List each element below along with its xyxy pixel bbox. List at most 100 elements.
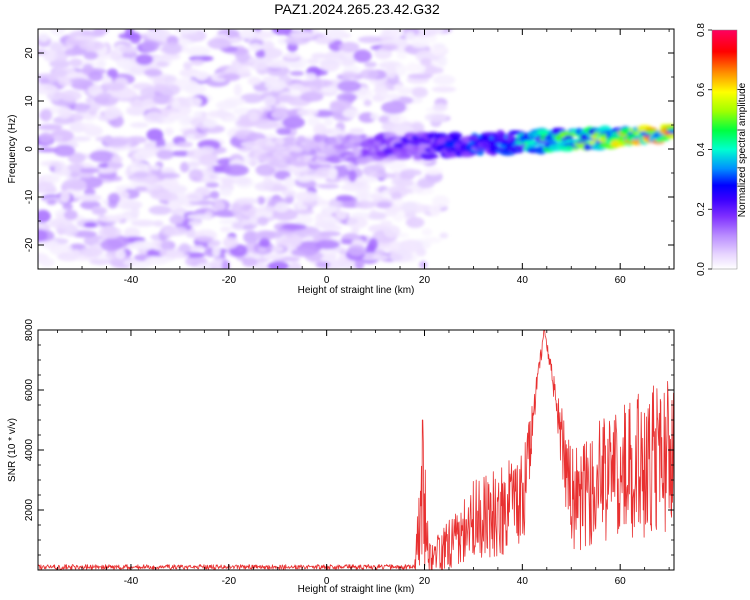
spectrogram-noise-patch bbox=[106, 68, 118, 78]
spectrogram-noise-patch bbox=[329, 99, 353, 109]
spectrogram-noise-patch bbox=[258, 230, 283, 239]
spectrogram-noise-patch bbox=[323, 118, 334, 127]
spectrogram-noise-patch bbox=[160, 53, 181, 61]
spectrogram-noise-patch bbox=[346, 216, 368, 229]
spectrogram-noise-patch bbox=[438, 55, 448, 67]
spectrogram-noise-patch bbox=[183, 61, 193, 70]
spectrogram-noise-patch bbox=[368, 238, 378, 251]
spectrogram-noise-patch bbox=[326, 30, 345, 41]
spectrogram-noise-patch bbox=[233, 83, 242, 97]
spectrogram-noise-patch bbox=[115, 185, 142, 191]
spectrogram-noise-patch bbox=[234, 197, 260, 205]
spectrogram-noise-patch bbox=[212, 244, 221, 258]
spectrogram-noise-patch bbox=[342, 108, 360, 119]
spectrogram-noise-patch bbox=[255, 48, 266, 59]
spectrogram-noise-patch bbox=[220, 226, 232, 233]
spectrogram-noise-patch bbox=[289, 70, 305, 76]
spectrogram-ridge-patch bbox=[355, 157, 370, 165]
spectrogram-noise-patch bbox=[355, 189, 372, 202]
spectrogram-noise-patch bbox=[153, 83, 167, 93]
spectrogram-noise-patch bbox=[296, 108, 319, 117]
spectrogram-noise-patch bbox=[168, 200, 180, 210]
spectrogram-noise-patch bbox=[386, 29, 404, 36]
spectrogram-noise-patch bbox=[69, 58, 83, 67]
spectrogram-noise-patch bbox=[54, 164, 70, 176]
spectrogram-x-axis-label: Height of straight line (km) bbox=[298, 285, 415, 296]
spectrogram-noise-patch bbox=[53, 135, 63, 143]
spectrogram-noise-patch bbox=[212, 200, 225, 213]
spectrogram-noise-patch bbox=[176, 29, 198, 35]
spectrogram-field bbox=[38, 29, 674, 269]
spectrogram-ridge-patch bbox=[666, 129, 674, 134]
spectrogram-noise-patch bbox=[257, 246, 267, 253]
spectrogram-noise-patch bbox=[433, 43, 446, 49]
spectrogram-noise-patch bbox=[38, 209, 51, 223]
ridge-layer bbox=[248, 123, 674, 169]
spectrogram-noise-patch bbox=[163, 226, 189, 236]
spectrogram-noise-patch bbox=[381, 29, 391, 37]
spectrogram-noise-patch bbox=[103, 82, 126, 92]
spectrogram-noise-patch bbox=[69, 77, 87, 84]
spectrogram-noise-patch bbox=[249, 42, 262, 52]
spectrogram-noise-patch bbox=[144, 256, 169, 266]
spectrogram-noise-patch bbox=[363, 99, 372, 107]
spectrogram-noise-patch bbox=[424, 112, 448, 122]
spectrogram-noise-patch bbox=[38, 229, 48, 243]
spectrogram-noise-patch bbox=[38, 123, 63, 131]
chart-title: PAZ1.2024.265.23.42.G32 bbox=[274, 1, 440, 17]
spectrogram-noise-patch bbox=[48, 218, 73, 229]
spectrogram-noise-patch bbox=[385, 66, 397, 79]
spectrogram-noise-patch bbox=[317, 231, 341, 237]
spectrogram-noise-patch bbox=[328, 167, 338, 180]
colorbar-tick-label: 0.2 bbox=[696, 202, 707, 216]
snr-y-ticks: 2000 4000 6000 8000 bbox=[24, 318, 674, 571]
spectrogram-noise-patch bbox=[105, 249, 119, 260]
spectrogram-noise-patch bbox=[70, 136, 91, 142]
spectrogram-noise-patch bbox=[62, 203, 73, 211]
spectrogram-noise-patch bbox=[222, 236, 239, 249]
spectrogram-ridge-patch bbox=[452, 134, 460, 143]
spectrogram-noise-patch bbox=[83, 222, 98, 228]
spectrogram-noise-patch bbox=[381, 101, 407, 114]
spectrogram-noise-patch bbox=[133, 170, 149, 179]
snr-x-tick-label: 40 bbox=[517, 576, 529, 587]
spectrogram-noise-patch bbox=[129, 161, 150, 175]
spectrogram-noise-patch bbox=[119, 45, 139, 54]
spectrogram-noise-patch bbox=[253, 211, 276, 218]
spectrogram-x-tick-label: 40 bbox=[517, 275, 529, 286]
spectrogram-noise-patch bbox=[187, 161, 201, 168]
spectrogram-noise-patch bbox=[321, 205, 339, 213]
spectrogram-noise-patch bbox=[100, 238, 123, 252]
spectrogram-noise-patch bbox=[265, 253, 285, 260]
spectrogram-y-tick-label: -10 bbox=[24, 189, 35, 204]
spectrogram-noise-patch bbox=[395, 178, 414, 187]
spectrogram-noise-patch bbox=[185, 46, 211, 57]
spectrogram-noise-patch bbox=[49, 59, 71, 69]
spectrogram-noise-patch bbox=[57, 76, 74, 87]
spectrogram-noise-patch bbox=[372, 172, 396, 179]
spectrogram-noise-patch bbox=[283, 176, 296, 189]
spectrogram-noise-patch bbox=[394, 64, 407, 76]
spectrogram-noise-patch bbox=[432, 103, 448, 112]
spectrogram-noise-patch bbox=[439, 232, 449, 239]
spectrogram-noise-patch bbox=[164, 127, 174, 136]
spectrogram-noise-patch bbox=[228, 37, 242, 43]
spectrogram-noise-patch bbox=[200, 146, 215, 154]
spectrogram-noise-patch bbox=[92, 208, 106, 215]
spectrogram-noise-patch bbox=[68, 181, 86, 191]
snr-y-tick-label: 6000 bbox=[24, 378, 35, 401]
colorbar-label: Normalized spectral amplitude bbox=[737, 82, 748, 217]
spectrogram-noise-patch bbox=[263, 95, 277, 107]
spectrogram-noise-patch bbox=[160, 240, 176, 251]
spectrogram-noise-patch bbox=[300, 91, 324, 102]
spectrogram-noise-patch bbox=[39, 108, 53, 122]
spectrogram-noise-patch bbox=[353, 87, 373, 100]
spectrogram-noise-patch bbox=[400, 169, 422, 177]
spectrogram-noise-patch bbox=[126, 105, 146, 116]
spectrogram-noise-patch bbox=[39, 257, 55, 267]
spectrogram-noise-patch bbox=[267, 261, 290, 269]
spectrogram-noise-patch bbox=[221, 259, 230, 269]
colorbar-ticks: 0.0 0.2 0.4 0.6 0.8 bbox=[696, 23, 712, 276]
spectrogram-noise-patch bbox=[179, 161, 190, 173]
spectrogram-noise-patch bbox=[271, 245, 284, 253]
